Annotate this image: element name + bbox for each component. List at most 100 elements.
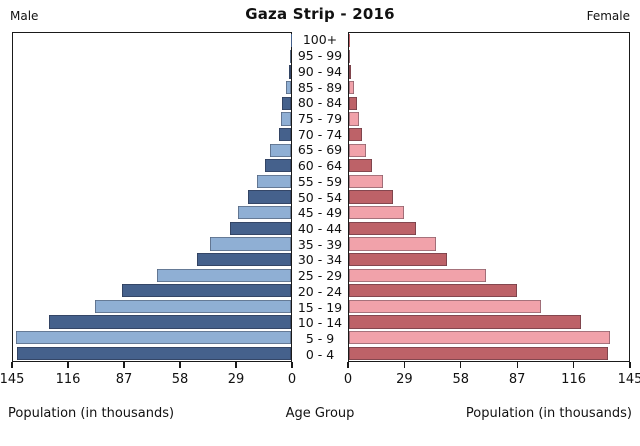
tick-label-male-29: 29 bbox=[227, 372, 245, 387]
tick-label-female-145: 145 bbox=[617, 372, 640, 387]
age-label-70-74: 70 - 74 bbox=[297, 126, 343, 142]
pyramid-row-female-55-59 bbox=[349, 174, 629, 190]
pyramid-row-female-40-44 bbox=[349, 221, 629, 237]
pyramid-row-female-80-84 bbox=[349, 96, 629, 112]
age-label-20-24: 20 - 24 bbox=[297, 283, 343, 299]
pyramid-row-female-25-29 bbox=[349, 267, 629, 283]
bar-male-0-4 bbox=[16, 346, 291, 360]
tick-female-145 bbox=[629, 362, 631, 368]
pyramid-row-male-55-59 bbox=[13, 174, 291, 190]
pyramid-row-male-45-49 bbox=[13, 205, 291, 221]
x-axis-label-female: Population (in thousands) bbox=[465, 406, 632, 421]
pyramid-row-male-70-74 bbox=[13, 127, 291, 143]
pyramid-row-male-5-9 bbox=[13, 330, 291, 346]
tick-label-male-116: 116 bbox=[55, 372, 81, 387]
tick-label-male-58: 58 bbox=[171, 372, 189, 387]
pyramid-row-female-10-14 bbox=[349, 314, 629, 330]
age-label-30-34: 30 - 34 bbox=[297, 252, 343, 268]
pyramid-row-male-40-44 bbox=[13, 221, 291, 237]
bar-male-35-39 bbox=[209, 237, 291, 251]
tick-label-male-0: 0 bbox=[287, 372, 297, 387]
female-bars bbox=[349, 33, 629, 361]
pyramid-row-female-15-19 bbox=[349, 299, 629, 315]
female-panel-label: Female bbox=[586, 9, 630, 23]
pyramid-row-male-85-89 bbox=[13, 80, 291, 96]
pyramid-row-female-50-54 bbox=[349, 189, 629, 205]
pyramid-row-male-90-94 bbox=[13, 64, 291, 80]
pyramid-row-female-90-94 bbox=[349, 64, 629, 80]
pyramid-row-female-85-89 bbox=[349, 80, 629, 96]
bar-female-5-9 bbox=[349, 331, 610, 345]
pyramid-row-female-100plus bbox=[349, 33, 629, 49]
male-bars bbox=[13, 33, 291, 361]
bar-male-40-44 bbox=[229, 221, 291, 235]
pyramid-row-male-65-69 bbox=[13, 142, 291, 158]
age-label-15-19: 15 - 19 bbox=[297, 299, 343, 315]
pyramid-row-female-20-24 bbox=[349, 283, 629, 299]
pyramid-row-female-45-49 bbox=[349, 205, 629, 221]
age-label-90-94: 90 - 94 bbox=[297, 63, 343, 79]
bar-female-0-4 bbox=[349, 346, 608, 360]
bar-male-70-74 bbox=[278, 127, 291, 142]
pyramid-row-female-75-79 bbox=[349, 111, 629, 127]
age-label-50-54: 50 - 54 bbox=[297, 189, 343, 205]
tick-female-29 bbox=[403, 362, 405, 368]
tick-female-0 bbox=[347, 362, 349, 368]
bar-male-60-64 bbox=[265, 159, 291, 173]
tick-male-29 bbox=[235, 362, 237, 368]
age-label-35-39: 35 - 39 bbox=[297, 236, 343, 252]
bar-female-40-44 bbox=[349, 221, 416, 235]
bar-female-15-19 bbox=[349, 299, 542, 314]
age-label-75-79: 75 - 79 bbox=[297, 110, 343, 126]
bar-male-65-69 bbox=[269, 143, 291, 157]
pyramid-row-male-10-14 bbox=[13, 314, 291, 330]
pyramid-row-male-35-39 bbox=[13, 236, 291, 252]
x-axis-label-male: Population (in thousands) bbox=[8, 406, 175, 421]
age-label-60-64: 60 - 64 bbox=[297, 158, 343, 174]
pyramid-row-female-30-34 bbox=[349, 252, 629, 268]
age-label-5-9: 5 - 9 bbox=[305, 331, 335, 347]
tick-female-116 bbox=[573, 362, 575, 368]
tick-male-145 bbox=[11, 362, 13, 368]
male-panel-label: Male bbox=[10, 9, 39, 23]
tick-female-58 bbox=[460, 362, 462, 368]
bar-male-45-49 bbox=[238, 206, 291, 220]
pyramid-row-male-0-4 bbox=[13, 346, 291, 362]
pyramid-row-male-30-34 bbox=[13, 252, 291, 268]
age-group-axis: 100+ 95 - 99 90 - 94 85 - 89 80 - 84 75 - 79 7… bbox=[292, 32, 348, 362]
bar-male-55-59 bbox=[256, 174, 291, 189]
tick-label-female-116: 116 bbox=[561, 372, 587, 387]
bar-female-80-84 bbox=[349, 96, 357, 110]
bar-female-20-24 bbox=[349, 284, 517, 298]
bar-male-10-14 bbox=[49, 315, 291, 329]
bar-female-10-14 bbox=[349, 315, 581, 329]
pyramid-row-female-5-9 bbox=[349, 330, 629, 346]
tick-label-male-145: 145 bbox=[0, 372, 25, 387]
pyramid-row-female-0-4 bbox=[349, 346, 629, 362]
tick-label-male-87: 87 bbox=[115, 372, 133, 387]
age-label-100plus: 100+ bbox=[302, 32, 338, 48]
age-label-85-89: 85 - 89 bbox=[297, 79, 343, 95]
pyramid-row-female-65-69 bbox=[349, 142, 629, 158]
pyramid-row-male-20-24 bbox=[13, 283, 291, 299]
tick-label-female-87: 87 bbox=[508, 372, 526, 387]
male-plot-area bbox=[12, 32, 292, 362]
bar-female-45-49 bbox=[349, 206, 405, 220]
pyramid-row-female-60-64 bbox=[349, 158, 629, 174]
pyramid-row-female-95-99 bbox=[349, 49, 629, 65]
pyramid-row-male-50-54 bbox=[13, 189, 291, 205]
bar-female-55-59 bbox=[349, 174, 383, 189]
bar-female-35-39 bbox=[349, 237, 436, 251]
bar-male-50-54 bbox=[247, 190, 291, 204]
bar-female-70-74 bbox=[349, 127, 362, 142]
tick-label-female-29: 29 bbox=[396, 372, 413, 387]
bar-female-30-34 bbox=[349, 252, 448, 267]
age-label-40-44: 40 - 44 bbox=[297, 220, 343, 236]
bar-female-50-54 bbox=[349, 190, 394, 204]
pyramid-row-male-95-99 bbox=[13, 49, 291, 65]
bar-female-75-79 bbox=[349, 112, 359, 126]
bar-male-20-24 bbox=[122, 284, 291, 298]
bar-male-80-84 bbox=[282, 96, 291, 110]
center-axis-label: Age Group bbox=[285, 406, 355, 421]
